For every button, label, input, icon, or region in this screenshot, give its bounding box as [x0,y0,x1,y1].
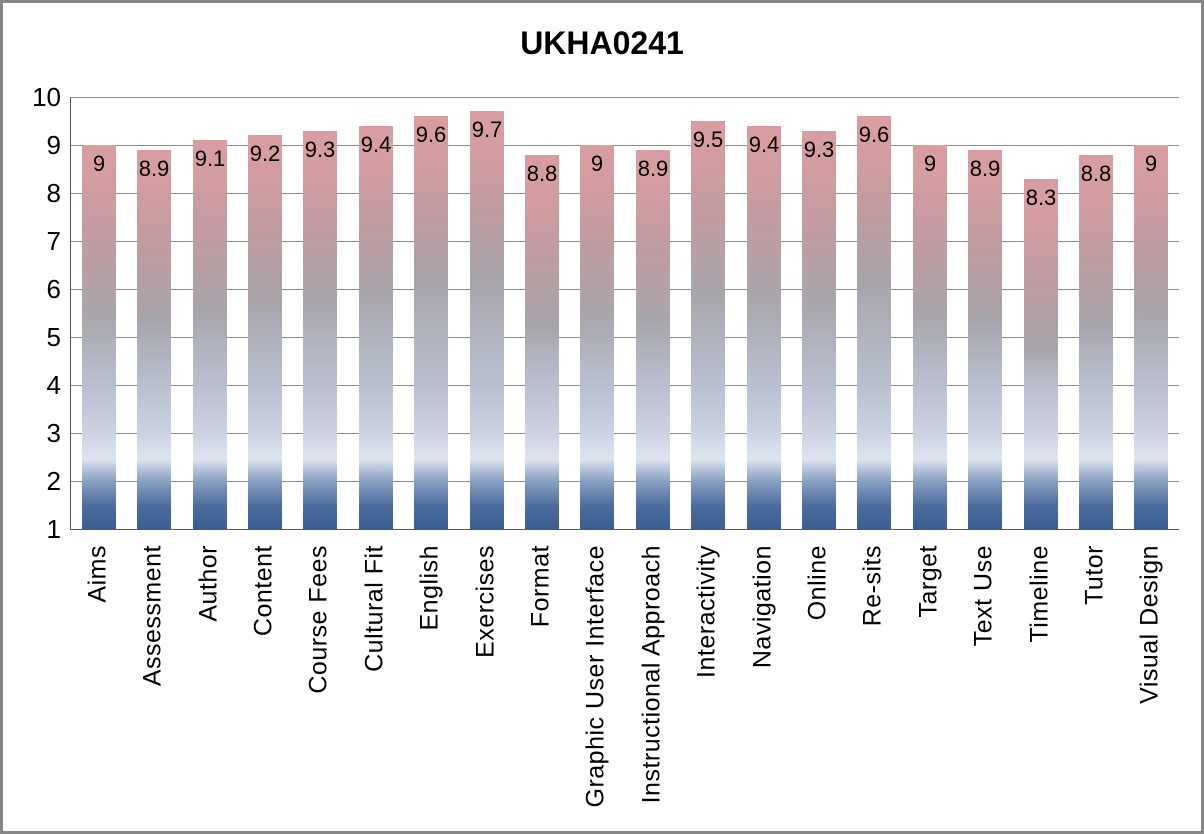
gridline-y-6 [71,289,1179,290]
bar-value-label: 9.5 [692,127,724,152]
y-tick-label-9: 9 [46,130,61,160]
bar-value-label: 9.2 [249,141,281,166]
x-category-label-english: English [415,545,444,631]
bar-english [414,116,448,529]
bar-value-label: 9 [590,151,604,176]
bar-tutor [1079,155,1113,529]
y-tick-label-5: 5 [46,322,61,352]
x-category-label-course-fees: Course Fees [304,545,333,694]
bar-visual-design [1134,145,1168,529]
x-category-label-author: Author [194,545,223,622]
x-category-label-re-sits: Re-sits [858,545,887,627]
bar-cultural-fit [359,126,393,529]
bar-value-label: 9 [92,151,106,176]
gridline-y-8 [71,193,1179,194]
x-category-label-format: Format [526,545,555,628]
gridline-y-3 [71,433,1179,434]
bar-value-label: 8.3 [1025,185,1057,210]
bar-value-label: 8.9 [969,156,1001,181]
bar-value-label: 8.8 [1080,161,1112,186]
gridline-y-5 [71,337,1179,338]
bar-value-label: 8.9 [138,156,170,181]
bar-text-use [968,150,1002,529]
x-category-label-timeline: Timeline [1025,545,1054,643]
x-category-label-online: Online [803,545,832,621]
bar-value-label: 9.6 [858,122,890,147]
bar-course-fees [303,131,337,529]
x-category-label-visual-design: Visual Design [1135,545,1164,704]
bar-value-label: 9.4 [748,132,780,157]
bar-value-label: 9.3 [803,137,835,162]
bar-value-label: 9.7 [471,117,503,142]
bar-value-label: 8.9 [637,156,669,181]
gridline-y-9 [71,145,1179,146]
bar-online [802,131,836,529]
bar-value-label: 9.1 [194,146,226,171]
bar-value-label: 9.3 [304,137,336,162]
bar-target [913,145,947,529]
bar-interactivity [691,121,725,529]
bar-aims [82,145,116,529]
plot-area: 9 8.9 9.1 9.2 9.3 9.4 9.6 9.7 8.8 9 8.9 9.5 9.4 9.3 9.… [70,97,1179,530]
bar-navigation [747,126,781,529]
x-category-label-target: Target [914,545,943,618]
x-category-label-instructional-approach: Instructional Approach [637,545,666,804]
x-category-label-tutor: Tutor [1080,545,1109,605]
x-category-label-text-use: Text Use [969,545,998,647]
y-tick-label-10: 10 [32,82,61,112]
x-category-label-aims: Aims [83,545,112,603]
x-category-label-graphic-user-interface: Graphic User Interface [581,545,610,808]
gridline-y-4 [71,385,1179,386]
x-category-label-assessment: Assessment [138,545,167,687]
y-tick-label-1: 1 [46,514,61,544]
bar-content [248,135,282,529]
bar-value-label: 8.8 [526,161,558,186]
y-tick-label-6: 6 [46,274,61,304]
bar-format [525,155,559,529]
x-category-label-interactivity: Interactivity [692,545,721,678]
y-tick-label-7: 7 [46,226,61,256]
bar-author [193,140,227,529]
bar-value-label: 9 [923,151,937,176]
x-category-label-exercises: Exercises [471,545,500,658]
y-tick-label-4: 4 [46,370,61,400]
x-category-label-content: Content [249,545,278,637]
y-tick-label-3: 3 [46,418,61,448]
x-category-label-navigation: Navigation [748,545,777,669]
y-tick-label-2: 2 [46,466,61,496]
bar-exercises [470,111,504,529]
bar-instructional-approach [636,150,670,529]
gridline-y-2 [71,481,1179,482]
chart-title: UKHA0241 [520,25,684,61]
x-category-label-cultural-fit: Cultural Fit [360,545,389,672]
bar-value-label: 9 [1144,151,1158,176]
gridline-y-10 [71,97,1179,98]
y-tick-label-8: 8 [46,178,61,208]
bar-assessment [137,150,171,529]
bar-re-sits [857,116,891,529]
bar-value-label: 9.4 [360,132,392,157]
bar-value-label: 9.6 [415,122,447,147]
bar-graphic-user-interface [580,145,614,529]
gridline-y-7 [71,241,1179,242]
bar-timeline [1024,179,1058,529]
